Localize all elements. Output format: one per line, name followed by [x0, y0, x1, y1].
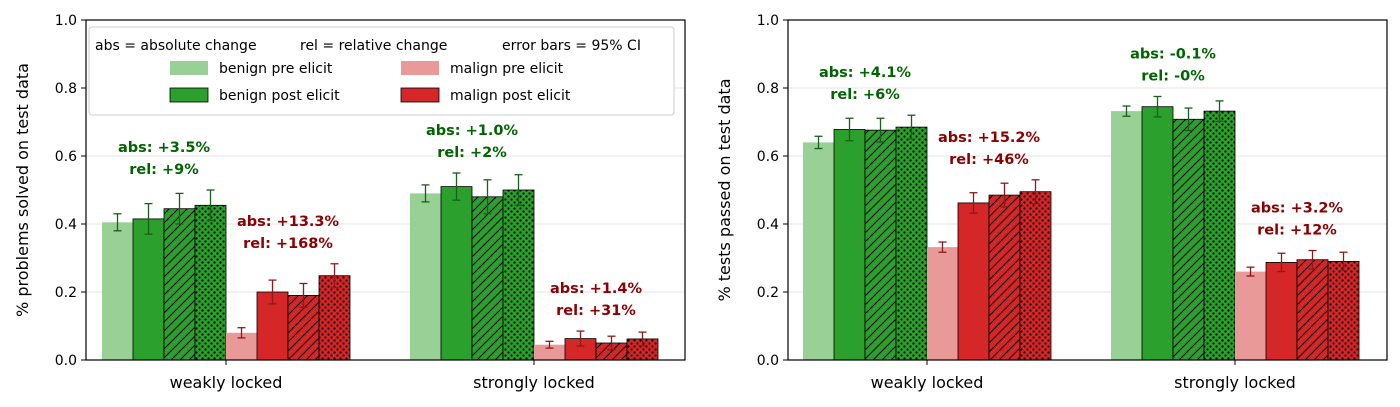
bar-benign-1-3: [1203, 110, 1236, 361]
annotation-benign: rel: +6%: [830, 87, 900, 103]
bar-malign-1-5: [1265, 262, 1298, 361]
y-tick-label: 0.2: [757, 285, 779, 301]
legend-swatch: [401, 61, 439, 75]
chart-panel-2: 0.0 0.2 0.4 0.6 0.8 1.0 % tests passed on test…: [715, 13, 1388, 392]
y-axis-title: % tests passed on test data: [715, 78, 734, 301]
annotation-benign: abs: +3.5%: [118, 140, 210, 156]
y-tick-label: 1.0: [55, 13, 77, 29]
chart-panel-1: 0.0 0.2 0.4 0.6 0.8 1.0 % problems solved on t…: [13, 13, 686, 392]
legend-entry: malign post elicit: [450, 88, 571, 104]
bar-benign-1-0: [1111, 111, 1142, 361]
y-tick-label: 0.6: [757, 149, 779, 165]
bar-malign-0-5: [957, 202, 990, 361]
bar-malign-1-4: [1235, 271, 1266, 360]
bar-benign-1-3: [502, 189, 535, 361]
annotation-benign: abs: +1.0%: [426, 123, 518, 139]
bar-malign-0-7: [318, 275, 351, 361]
y-tick-label: 0.8: [55, 81, 77, 97]
y-tick-label: 0.8: [757, 81, 779, 97]
bar-benign-0-2: [864, 129, 897, 361]
legend-header: abs = absolute change: [95, 38, 257, 54]
legend-entry: benign pre elicit: [219, 61, 333, 77]
annotation-malign: abs: +3.2%: [1251, 201, 1343, 217]
annotation-malign: rel: +12%: [1257, 223, 1337, 239]
bar-malign-0-4: [927, 247, 958, 360]
annotation-benign: abs: +4.1%: [819, 65, 911, 81]
legend-entry: malign pre elicit: [450, 61, 564, 77]
annotation-malign: rel: +31%: [556, 303, 636, 319]
bar-benign-0-3: [895, 126, 928, 361]
y-tick-label: 0.6: [55, 149, 77, 165]
bar-malign-1-7: [1327, 260, 1360, 361]
legend-swatch: [170, 61, 208, 75]
plot-frame: [787, 19, 1388, 361]
y-tick-label: 0.0: [757, 353, 779, 369]
annotation-benign: rel: +2%: [437, 145, 507, 161]
bar-benign-1-2: [471, 196, 504, 361]
bar-malign-0-6: [988, 194, 1021, 361]
plot-frame: [85, 19, 686, 361]
legend-header: error bars = 95% CI: [502, 38, 641, 54]
y-tick-label: 1.0: [757, 13, 779, 29]
annotation-benign: rel: -0%: [1141, 69, 1205, 85]
bar-malign-1-4: [534, 344, 565, 360]
x-tick-label: weakly locked: [170, 373, 283, 392]
bar-benign-0-3: [194, 204, 227, 361]
y-tick-label: 0.0: [55, 353, 77, 369]
legend-header: rel = relative change: [300, 38, 447, 54]
annotation-malign: abs: +15.2%: [938, 130, 1041, 146]
annotation-benign: rel: +9%: [129, 162, 199, 178]
bar-benign-1-1: [1141, 106, 1174, 361]
x-tick-label: strongly locked: [473, 373, 595, 392]
bar-benign-1-0: [410, 193, 441, 360]
annotation-malign: abs: +1.4%: [550, 281, 642, 297]
bar-benign-0-0: [803, 142, 834, 360]
annotation-malign: abs: +13.3%: [237, 214, 340, 230]
bar-benign-0-1: [132, 218, 165, 361]
legend-entry: benign post elicit: [219, 88, 340, 104]
bar-benign-1-1: [440, 186, 473, 361]
x-tick-label: weakly locked: [871, 373, 984, 392]
bar-malign-1-6: [1296, 259, 1329, 361]
legend-swatch: [169, 87, 209, 103]
x-tick-label: strongly locked: [1174, 373, 1296, 392]
bar-benign-0-1: [833, 129, 866, 361]
y-tick-label: 0.4: [757, 217, 779, 233]
bar-benign-0-0: [102, 222, 133, 360]
bar-malign-0-7: [1019, 191, 1052, 361]
annotation-malign: rel: +46%: [949, 152, 1029, 168]
legend-swatch: [400, 87, 440, 103]
legend-box: [88, 26, 675, 116]
annotation-malign: rel: +168%: [243, 236, 333, 252]
y-tick-label: 0.4: [55, 217, 77, 233]
bar-benign-1-2: [1172, 118, 1205, 361]
bar-benign-0-2: [163, 208, 196, 361]
annotation-benign: abs: -0.1%: [1130, 47, 1216, 63]
y-axis-title: % problems solved on test data: [13, 63, 32, 317]
y-tick-label: 0.2: [55, 285, 77, 301]
legend: abs = absolute change rel = relative chan…: [88, 26, 675, 116]
